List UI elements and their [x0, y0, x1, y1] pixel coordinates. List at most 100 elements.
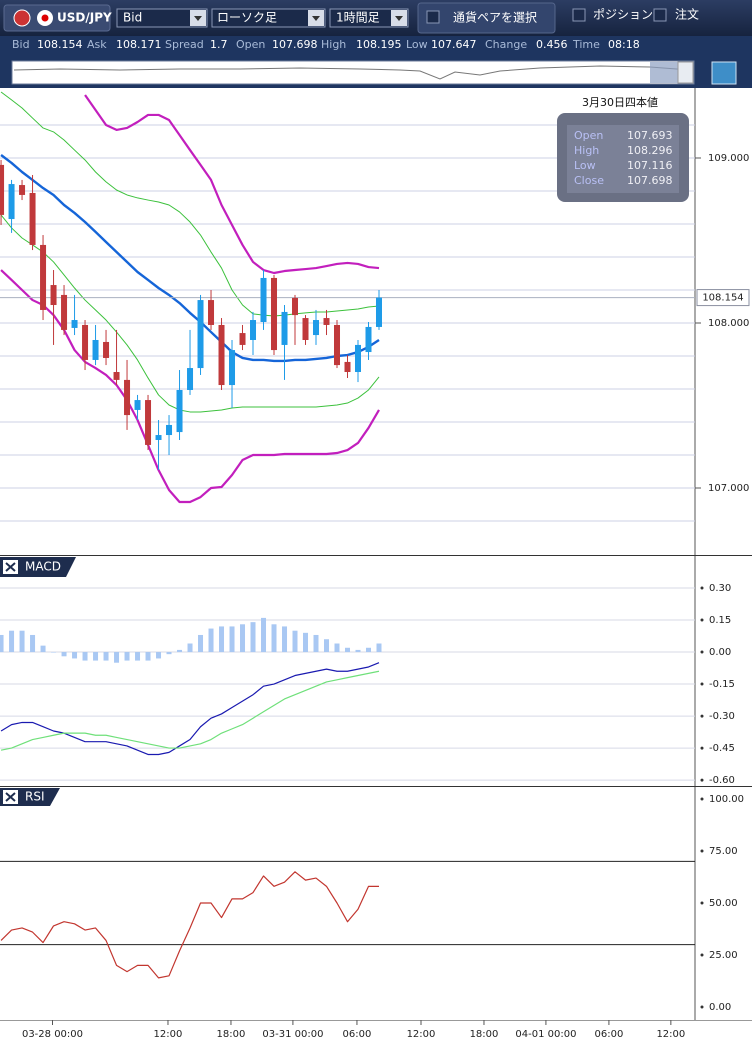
position-label: ポジション	[593, 8, 653, 22]
x-tick-label: 18:00	[470, 1029, 499, 1040]
navigator-scroll[interactable]	[677, 61, 694, 84]
candle-body	[29, 192, 36, 245]
navigator-line	[13, 65, 691, 80]
quote-label: Time	[572, 38, 600, 51]
histogram-bar	[219, 626, 225, 653]
indicator-line	[0, 871, 379, 979]
candle-body	[71, 320, 78, 328]
histogram-bar	[103, 652, 109, 661]
histogram-bar	[135, 652, 141, 661]
histogram-bar	[303, 632, 309, 653]
ohlc-label: Low	[574, 159, 596, 172]
candle-body	[197, 300, 204, 369]
histogram-bar	[345, 647, 350, 653]
x-tick-label: 12:00	[154, 1029, 183, 1040]
histogram-bar	[145, 652, 151, 661]
histogram-bar	[19, 630, 25, 653]
candle-body	[365, 326, 372, 353]
candle-body	[187, 368, 194, 390]
candle-body	[113, 372, 120, 380]
order-checkbox[interactable]	[653, 8, 667, 22]
histogram-bar	[292, 630, 298, 653]
jp-flag-dot	[41, 14, 49, 22]
candle-body	[92, 339, 99, 360]
position-checkbox[interactable]	[572, 8, 586, 22]
quote-value: 1.7	[210, 38, 228, 51]
y-tick	[700, 650, 704, 654]
candle-body	[375, 297, 382, 327]
y-tick-label: -0.60	[709, 775, 735, 786]
axes: 107.000 108.000 109.000 108.154 0.30 0.15 0.00…	[22, 153, 750, 1040]
y-tick	[700, 953, 704, 957]
quote-label: Open	[236, 38, 265, 51]
timeframe: 1時間足	[336, 11, 380, 25]
select-pair-button[interactable]	[417, 2, 556, 34]
candle-body	[334, 324, 341, 366]
y-tick	[700, 746, 704, 750]
ohlc-rows: Open 107.693 High 108.296 Low 107.116 Close 107…	[574, 129, 673, 187]
histogram-bar	[166, 652, 172, 655]
candle-body	[260, 277, 267, 323]
quote-value: 107.698	[272, 38, 318, 51]
navigator[interactable]	[11, 60, 695, 85]
arrow-icon	[395, 16, 403, 21]
histogram-bar	[72, 652, 78, 659]
candle-body	[103, 341, 110, 358]
home-button[interactable]	[711, 61, 737, 85]
histogram-bar	[124, 652, 130, 661]
y-tick	[700, 849, 704, 853]
price-type-select[interactable]	[116, 8, 208, 28]
y-tick-label: 100.00	[709, 794, 744, 805]
indicator-line	[84, 94, 380, 275]
timeframe-select[interactable]	[329, 8, 409, 28]
pair-label: USD/JPY	[57, 11, 112, 25]
candle-body	[323, 318, 330, 325]
y-tick-label: 75.00	[709, 846, 738, 857]
candle-body	[239, 333, 246, 345]
ohlc-label: Close	[574, 174, 604, 187]
candle-body	[229, 350, 236, 386]
candle-body	[155, 435, 162, 440]
ohlc-inner	[567, 125, 679, 193]
quote-value: 0.456	[536, 38, 568, 51]
candle-body	[40, 244, 47, 310]
y-tick	[700, 714, 704, 718]
chart-type: ローソク足	[217, 11, 277, 25]
arrow-icon	[312, 16, 320, 21]
chart-type-select[interactable]	[211, 8, 326, 28]
histogram-bar	[30, 634, 36, 653]
candle-body	[61, 294, 68, 330]
y-tick-label: 50.00	[709, 898, 738, 909]
select-pair-label: 通貨ペアを選択	[453, 10, 537, 25]
pair-button[interactable]	[3, 4, 111, 32]
last-price-label: 108.154	[702, 293, 743, 304]
ohlc-label: Open	[574, 129, 603, 142]
quote-value: 108.171	[116, 38, 162, 51]
navigator-handle[interactable]	[650, 62, 678, 83]
y-tick	[700, 797, 704, 801]
indicator-line	[0, 670, 380, 751]
histogram-bar	[365, 647, 371, 653]
ohlc-value: 107.698	[627, 174, 673, 187]
last-price-box	[696, 289, 750, 307]
macd-tab	[0, 557, 76, 577]
quote-label: High	[321, 38, 346, 51]
candle-body	[250, 320, 257, 340]
us-flag	[13, 9, 31, 27]
y-tick-label: -0.15	[709, 679, 735, 690]
quote-label: Spread	[165, 38, 204, 51]
candle-body	[271, 277, 278, 351]
candle-body	[218, 324, 225, 386]
price-pane	[0, 91, 695, 522]
rsi-pane	[0, 860, 695, 979]
candle-body	[281, 311, 288, 345]
y-tick-label: -0.45	[709, 743, 735, 754]
candle-body	[50, 285, 57, 306]
quote-label: Low	[406, 38, 428, 51]
candle-body	[302, 318, 309, 340]
ohlc-label: High	[574, 144, 599, 157]
x-tick-label: 12:00	[656, 1029, 685, 1040]
y-tick-label: 108.000	[708, 318, 749, 329]
